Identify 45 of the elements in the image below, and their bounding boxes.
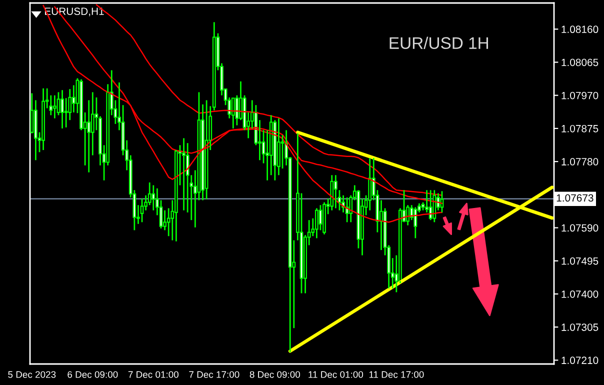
y-tick-label: 1.07970: [562, 92, 598, 100]
x-tick-label: 8 Dec 09:00: [250, 371, 300, 378]
x-tick-label: 7 Dec 01:00: [128, 371, 179, 378]
y-tick-label: 1.07875: [562, 124, 598, 132]
candlestick: [231, 98, 235, 130]
annotation: EUR/USD 1H: [390, 36, 488, 49]
ref-line-label: 1.07673: [556, 194, 594, 202]
candlestick: [52, 94, 56, 120]
candlestick: [49, 94, 53, 116]
candlestick: [322, 202, 326, 236]
candlestick: [334, 174, 338, 209]
candlestick: [368, 157, 372, 212]
y-tick-label: 1.07400: [562, 290, 598, 298]
candlestick: [204, 100, 208, 200]
y-tick-label: 1.08160: [562, 26, 598, 34]
y-tick-label: 1.08065: [562, 58, 598, 66]
y-tick-label: 1.07590: [562, 224, 598, 232]
candlestick: [144, 194, 148, 212]
candlestick: [428, 189, 432, 221]
candlestick: [330, 174, 334, 212]
candlestick: [174, 149, 178, 242]
candlestick: [349, 194, 353, 223]
y-tick-label: 1.07210: [562, 356, 598, 364]
candlestick: [182, 138, 186, 212]
x-tick-label: 11 Dec 01:00: [308, 371, 364, 378]
x-tick-label: 6 Dec 09:00: [68, 371, 118, 378]
candlestick: [64, 97, 68, 128]
candlestick: [186, 142, 190, 214]
y-tick-label: 1.07780: [562, 158, 598, 166]
candlestick: [414, 206, 418, 239]
candlestick: [42, 88, 45, 151]
y-tick-label: 1.07495: [562, 257, 598, 265]
y-tick-label: 1.07305: [562, 324, 598, 331]
x-tick-label: 7 Dec 17:00: [189, 371, 240, 378]
candlestick: [273, 119, 277, 182]
candlestick: [60, 89, 64, 130]
candlestick: [304, 234, 307, 294]
x-tick-label: 11 Dec 17:00: [369, 371, 424, 378]
candlestick: [432, 189, 436, 223]
candlestick: [98, 116, 102, 166]
candlestick: [87, 100, 91, 174]
candlestick: [166, 208, 170, 237]
x-tick-label: 5 Dec 2023: [8, 371, 56, 378]
candlestick: [152, 184, 156, 212]
candlestick: [314, 208, 318, 239]
